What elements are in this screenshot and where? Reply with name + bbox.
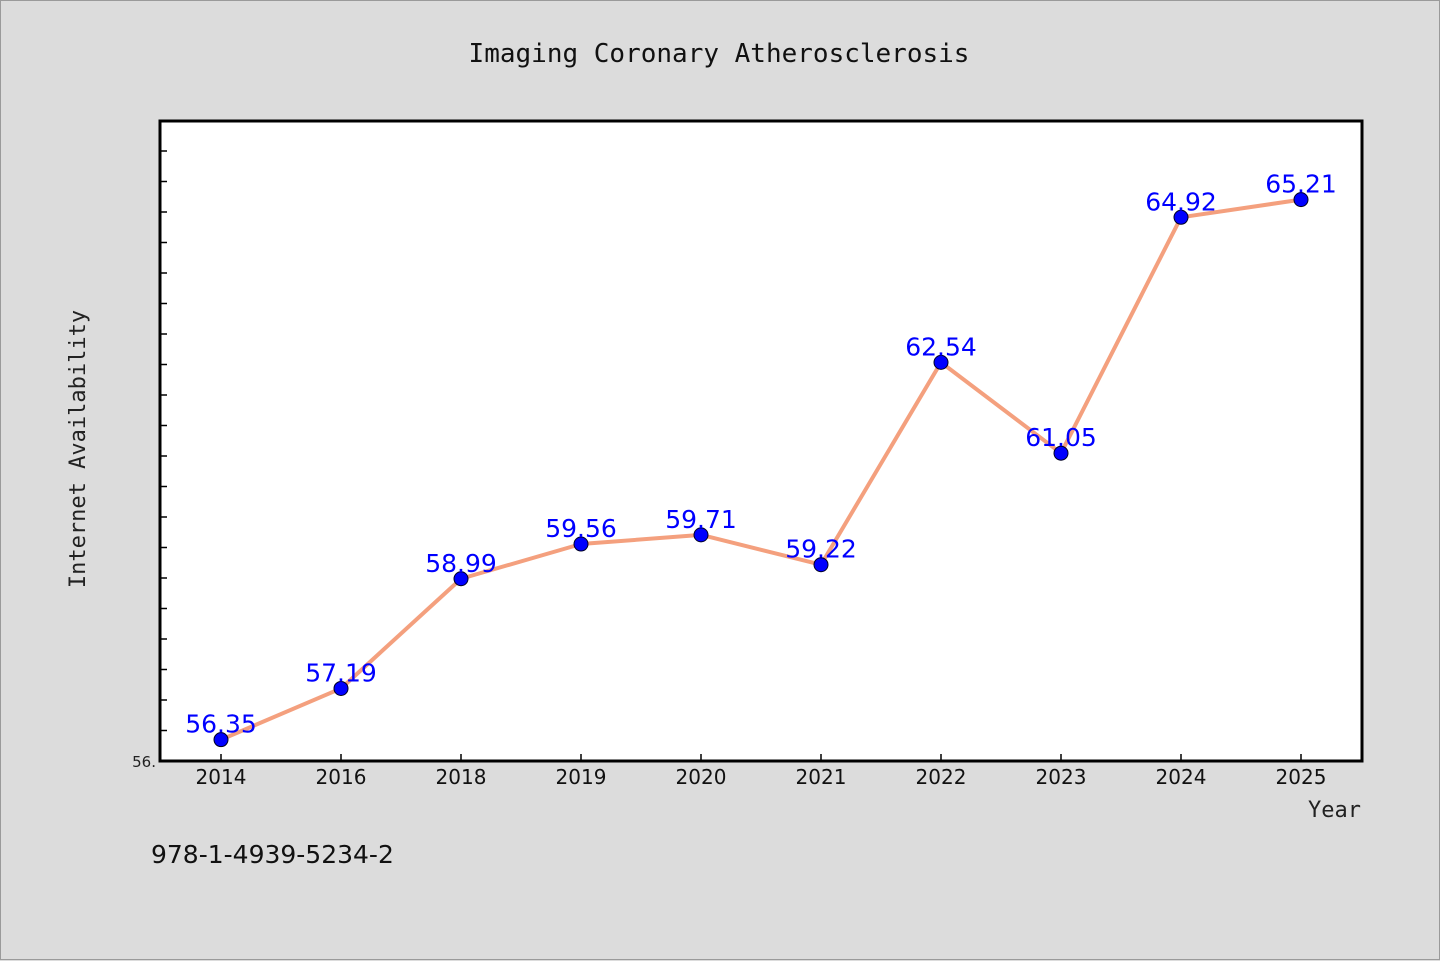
data-label: 65.21 bbox=[1265, 170, 1337, 199]
y-axis-ticks bbox=[160, 150, 167, 732]
data-point bbox=[1293, 192, 1309, 208]
data-point bbox=[693, 527, 709, 543]
data-label: 61.05 bbox=[1025, 423, 1097, 452]
x-tick-label: 2024 bbox=[1156, 765, 1207, 789]
x-tick-label: 2014 bbox=[196, 765, 247, 789]
data-label: 59.22 bbox=[785, 535, 857, 564]
data-label: 56.35 bbox=[185, 710, 257, 739]
series-markers bbox=[213, 192, 1309, 748]
series-line bbox=[220, 197, 1302, 742]
y-axis-min-label: 56. bbox=[132, 753, 156, 771]
plot-area bbox=[158, 119, 1364, 763]
x-tick-label: 2021 bbox=[796, 765, 847, 789]
x-tick-label: 2025 bbox=[1276, 765, 1327, 789]
data-point bbox=[813, 557, 829, 573]
x-axis-ticks bbox=[220, 754, 1302, 761]
data-point bbox=[453, 571, 469, 587]
isbn-text: 978-1-4939-5234-2 bbox=[151, 840, 394, 869]
data-labels: 56.35 57.19 58.99 59.56 59.71 59.22 62.54 61.05… bbox=[185, 170, 1337, 739]
data-label: 58.99 bbox=[425, 549, 497, 578]
data-point bbox=[213, 732, 229, 748]
data-label: 59.56 bbox=[545, 514, 617, 543]
data-label: 62.54 bbox=[905, 332, 977, 361]
x-tick-label: 2019 bbox=[556, 765, 607, 789]
x-axis-tick-labels: 2014 2016 2018 2019 2020 2021 2022 2023 2024 2025 bbox=[196, 765, 1327, 789]
data-point bbox=[573, 536, 589, 552]
y-axis-label: Internet Availability bbox=[66, 310, 91, 588]
data-label: 59.71 bbox=[665, 505, 737, 534]
x-tick-label: 2022 bbox=[916, 765, 967, 789]
data-label: 64.92 bbox=[1145, 187, 1217, 216]
data-point bbox=[1053, 445, 1069, 461]
x-axis-label: Year bbox=[1308, 798, 1361, 823]
x-tick-label: 2018 bbox=[436, 765, 487, 789]
data-point bbox=[333, 680, 349, 696]
x-tick-label: 2020 bbox=[676, 765, 727, 789]
x-tick-label: 2016 bbox=[316, 765, 367, 789]
chart-title: Imaging Coronary Atherosclerosis bbox=[469, 39, 970, 69]
data-point bbox=[1173, 209, 1189, 225]
data-label: 57.19 bbox=[305, 658, 377, 687]
x-tick-label: 2023 bbox=[1036, 765, 1087, 789]
data-point bbox=[933, 354, 949, 370]
